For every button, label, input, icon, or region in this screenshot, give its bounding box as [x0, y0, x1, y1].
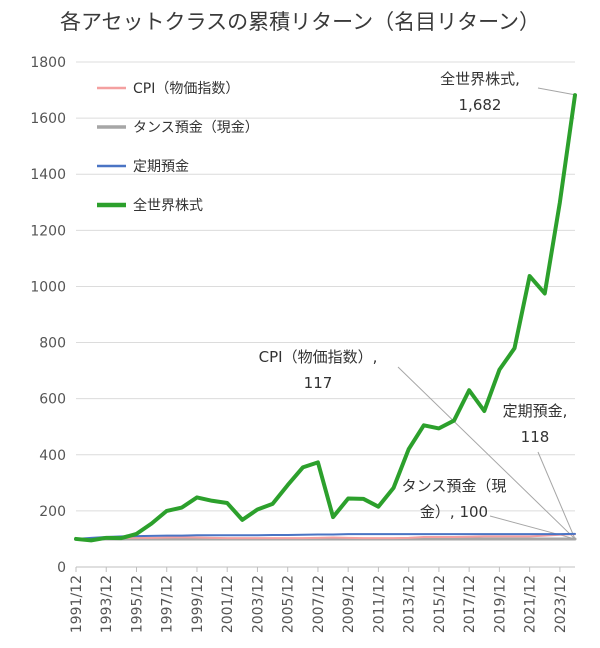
annotation-leader-lines [397, 87, 577, 540]
annotation-world-equity-line-2: 1,682 [459, 96, 502, 114]
x-tick-label-2015-12: 2015/12 [432, 575, 448, 633]
y-axis: 0 200 400 600 800 1000 1200 1400 1600 1800 [30, 55, 66, 576]
series-line-time-deposit [75, 532, 576, 540]
legend-label-cash: タンス預金（現金） [133, 120, 259, 136]
y-tick-label-0: 0 [57, 560, 66, 576]
x-tick-label-2009-12: 2009/12 [341, 575, 357, 633]
x-axis: 1991/12 1993/12 1995/12 1997/12 1999/12 2001/… [69, 567, 569, 633]
annotation-cash-line-2: 金）, 100 [420, 503, 488, 521]
annotations: 全世界株式, 1,682 CPI（物価指数）, 117 定期預金, 118 タンス預金（現金… [259, 70, 568, 521]
annotation-leader-time-deposit [537, 451, 576, 540]
legend-label-cpi: CPI（物価指数） [133, 81, 239, 97]
x-tick-label-1999-12: 1999/12 [190, 575, 206, 633]
y-tick-label-200: 200 [39, 504, 66, 520]
annotation-leader-world-equity [537, 87, 577, 96]
x-tick-label-2019-12: 2019/12 [492, 575, 508, 633]
series-lines [74, 93, 577, 543]
y-tick-label-1200: 1200 [30, 223, 66, 239]
y-tick-label-400: 400 [39, 448, 66, 464]
y-tick-label-600: 600 [39, 392, 66, 408]
x-tick-label-2013-12: 2013/12 [402, 575, 418, 633]
y-tick-label-1000: 1000 [30, 279, 66, 295]
annotation-cash-line-1: タンス預金（現 [402, 477, 507, 495]
x-tick-label-2023-12: 2023/12 [553, 575, 569, 633]
annotation-leader-cpi [397, 366, 576, 540]
series-line-cpi [75, 533, 576, 540]
x-tick-label-2005-12: 2005/12 [281, 575, 297, 633]
x-tick-label-1991-12: 1991/12 [69, 575, 85, 633]
annotation-cpi-line-1: CPI（物価指数）, [259, 348, 378, 366]
annotation-cpi-line-2: 117 [304, 374, 333, 392]
x-tick-label-2007-12: 2007/12 [311, 575, 327, 633]
annotation-world-equity-line-1: 全世界株式, [440, 70, 520, 88]
annotation-time-deposit-line-2: 118 [521, 428, 550, 446]
x-tick-label-2001-12: 2001/12 [220, 575, 236, 633]
x-tick-label-1995-12: 1995/12 [129, 575, 145, 633]
x-tick-label-2011-12: 2011/12 [371, 575, 387, 633]
y-tick-label-1800: 1800 [30, 55, 66, 71]
y-tick-label-800: 800 [39, 336, 66, 352]
grid-lines [76, 61, 575, 568]
y-tick-label-1600: 1600 [30, 111, 66, 127]
x-tick-label-1993-12: 1993/12 [99, 575, 115, 633]
annotation-time-deposit-line-1: 定期預金, [503, 402, 568, 420]
y-tick-label-1400: 1400 [30, 167, 66, 183]
x-tick-label-2021-12: 2021/12 [523, 575, 539, 633]
x-tick-label-2017-12: 2017/12 [462, 575, 478, 633]
series-line-world-equity [74, 93, 577, 543]
x-tick-label-1997-12: 1997/12 [160, 575, 176, 633]
legend-label-world-equity: 全世界株式 [133, 197, 203, 214]
legend-label-time-deposit: 定期預金 [133, 159, 189, 175]
chart-title: 各アセットクラスの累積リターン（名目リターン） [60, 10, 540, 34]
x-tick-label-2003-12: 2003/12 [250, 575, 266, 633]
